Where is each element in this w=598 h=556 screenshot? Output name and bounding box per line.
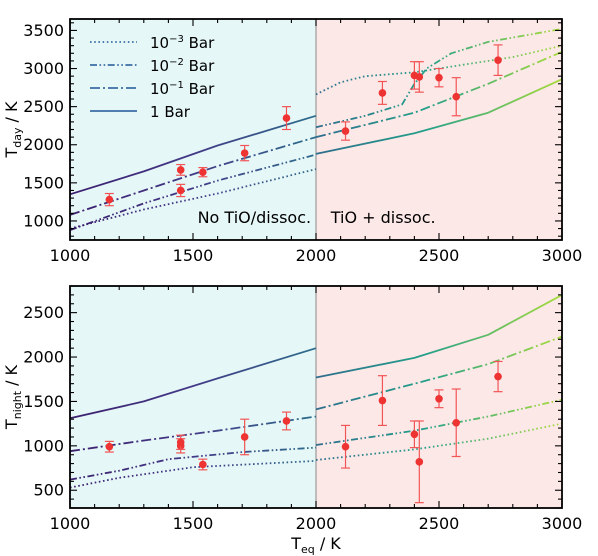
legend-label: 10−2 Bar	[150, 57, 215, 75]
legend-label: 10−3 Bar	[150, 34, 215, 52]
data-marker	[494, 372, 502, 381]
data-point	[104, 192, 114, 207]
data-point	[414, 420, 424, 504]
data-marker	[435, 394, 443, 403]
data-point	[176, 434, 186, 450]
data-marker	[378, 89, 387, 97]
x-tick-label: 1000	[50, 246, 91, 265]
data-marker	[199, 460, 207, 469]
data-marker	[410, 430, 419, 439]
series-dashdot-line-1	[315, 50, 563, 138]
region-1	[316, 19, 562, 240]
bottom-panel: 1000 1500 2000 2500 3000 500 1000 1500 2000 2500 T…	[2, 285, 583, 556]
y-tick-label: 2500	[23, 303, 64, 322]
y-tick-label: 1500	[23, 392, 64, 411]
data-point	[414, 61, 424, 93]
data-point	[451, 77, 461, 117]
y-axis-label: Tday / K	[2, 101, 24, 159]
data-marker	[415, 73, 424, 81]
x-axis-label: Teq / K	[290, 534, 341, 556]
data-marker	[378, 396, 387, 405]
y-tick-label: 3500	[23, 21, 64, 40]
series-dotted-line-0	[69, 460, 317, 489]
x-tick-label: 1500	[173, 514, 214, 533]
data-marker	[282, 417, 291, 425]
series-dashdotdot-line-1	[315, 398, 563, 446]
data-point	[198, 458, 208, 471]
y-tick-label: 500	[33, 481, 64, 500]
y-tick-label: 2000	[23, 348, 64, 367]
data-marker	[240, 149, 249, 157]
y-tick-label: 1000	[23, 436, 64, 455]
x-tick-label: 1500	[173, 246, 214, 265]
y-tick-label: 1000	[23, 211, 64, 230]
region-0	[70, 19, 316, 240]
series-solid-line-1	[315, 78, 563, 155]
data-point	[493, 360, 503, 393]
data-point	[341, 121, 351, 141]
data-point	[198, 167, 208, 178]
data-point	[451, 388, 461, 458]
data-point	[176, 163, 186, 176]
data-point	[434, 67, 444, 88]
y-tick-label: 3000	[23, 59, 64, 78]
series-dashdot-line-1	[315, 335, 563, 411]
data-marker	[105, 442, 114, 451]
data-marker	[176, 166, 185, 174]
legend-label: 10−1 Bar	[150, 80, 215, 98]
series-dashdotdot-line-0	[69, 446, 317, 481]
x-tick-label: 2500	[419, 246, 460, 265]
x-tick-label: 3000	[542, 246, 583, 265]
data-point	[341, 424, 351, 469]
x-tick-label: 3000	[542, 514, 583, 533]
x-tick-label: 2000	[296, 246, 337, 265]
region-label-right: TiO + dissoc.	[330, 208, 436, 227]
data-marker	[452, 418, 461, 427]
series-dashdot-line-0	[69, 136, 317, 216]
data-point	[281, 411, 291, 431]
legend: 10−3 Bar 10−2 Bar 10−1 Bar 1 Bar	[90, 34, 215, 121]
data-point	[377, 80, 387, 105]
x-tick-label: 1000	[50, 514, 91, 533]
data-marker	[415, 458, 424, 466]
data-marker	[240, 433, 249, 441]
top-panel: 1000 1500 2000 2500 3000 1000 1500 2000 2500 3000…	[2, 18, 583, 265]
data-point	[281, 106, 291, 131]
data-point	[240, 144, 250, 162]
region-label-left: No TiO/dissoc.	[198, 208, 312, 227]
legend-label: 1 Bar	[150, 103, 191, 121]
series-solid-line-0	[69, 347, 317, 420]
data-point	[434, 389, 444, 409]
y-axis-label: Tnight / K	[2, 364, 24, 430]
y-tick-label: 2000	[23, 135, 64, 154]
x-tick-label: 2000	[296, 514, 337, 533]
series-solid-line-0	[69, 114, 317, 196]
series-dotted-line-0	[69, 168, 317, 230]
series-solid-line-1	[315, 294, 563, 379]
data-point	[240, 418, 250, 456]
y-tick-label: 1500	[23, 173, 64, 192]
data-marker	[435, 73, 443, 82]
data-marker	[176, 186, 185, 195]
data-marker	[199, 168, 207, 176]
data-marker	[452, 92, 461, 101]
data-marker	[494, 56, 502, 64]
data-marker	[341, 442, 350, 451]
data-marker	[282, 114, 291, 122]
data-point	[409, 420, 419, 449]
series-dashdotdot-line-1	[315, 28, 563, 129]
data-point	[104, 440, 114, 453]
region-0	[70, 286, 316, 508]
data-point	[493, 44, 503, 76]
y-tick-label: 2500	[23, 97, 64, 116]
data-marker	[105, 195, 114, 204]
data-point	[176, 183, 186, 198]
x-tick-label: 2500	[419, 514, 460, 533]
series-dotted-line-1	[315, 422, 563, 461]
data-point	[377, 375, 387, 427]
data-marker	[341, 127, 350, 135]
data-marker	[176, 438, 185, 447]
